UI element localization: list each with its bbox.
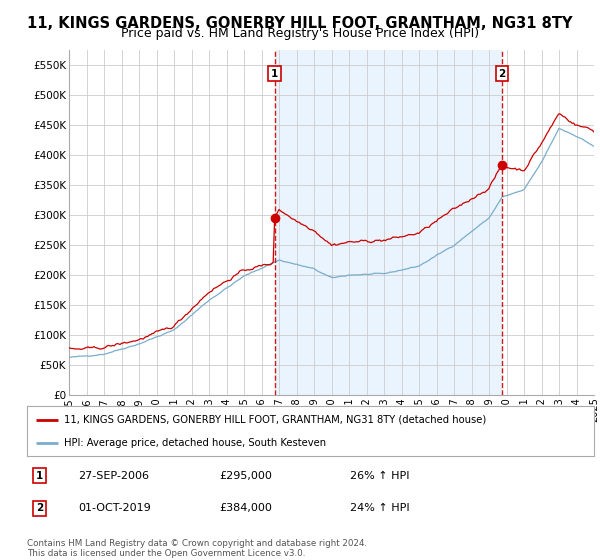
Text: 11, KINGS GARDENS, GONERBY HILL FOOT, GRANTHAM, NG31 8TY: 11, KINGS GARDENS, GONERBY HILL FOOT, GR… [27,16,573,31]
Text: Contains HM Land Registry data © Crown copyright and database right 2024.
This d: Contains HM Land Registry data © Crown c… [27,539,367,558]
Text: 11, KINGS GARDENS, GONERBY HILL FOOT, GRANTHAM, NG31 8TY (detached house): 11, KINGS GARDENS, GONERBY HILL FOOT, GR… [64,414,486,424]
Text: 26% ↑ HPI: 26% ↑ HPI [350,471,410,481]
Text: HPI: Average price, detached house, South Kesteven: HPI: Average price, detached house, Sout… [64,438,326,448]
Text: 01-OCT-2019: 01-OCT-2019 [78,503,151,514]
Text: 1: 1 [271,69,278,79]
Text: 1: 1 [36,471,43,481]
Text: Price paid vs. HM Land Registry's House Price Index (HPI): Price paid vs. HM Land Registry's House … [121,27,479,40]
Text: £295,000: £295,000 [220,471,272,481]
Text: 27-SEP-2006: 27-SEP-2006 [78,471,149,481]
Text: £384,000: £384,000 [220,503,272,514]
Bar [275,50,502,395]
Text: 24% ↑ HPI: 24% ↑ HPI [350,503,410,514]
Text: 2: 2 [36,503,43,514]
Text: 2: 2 [499,69,506,79]
